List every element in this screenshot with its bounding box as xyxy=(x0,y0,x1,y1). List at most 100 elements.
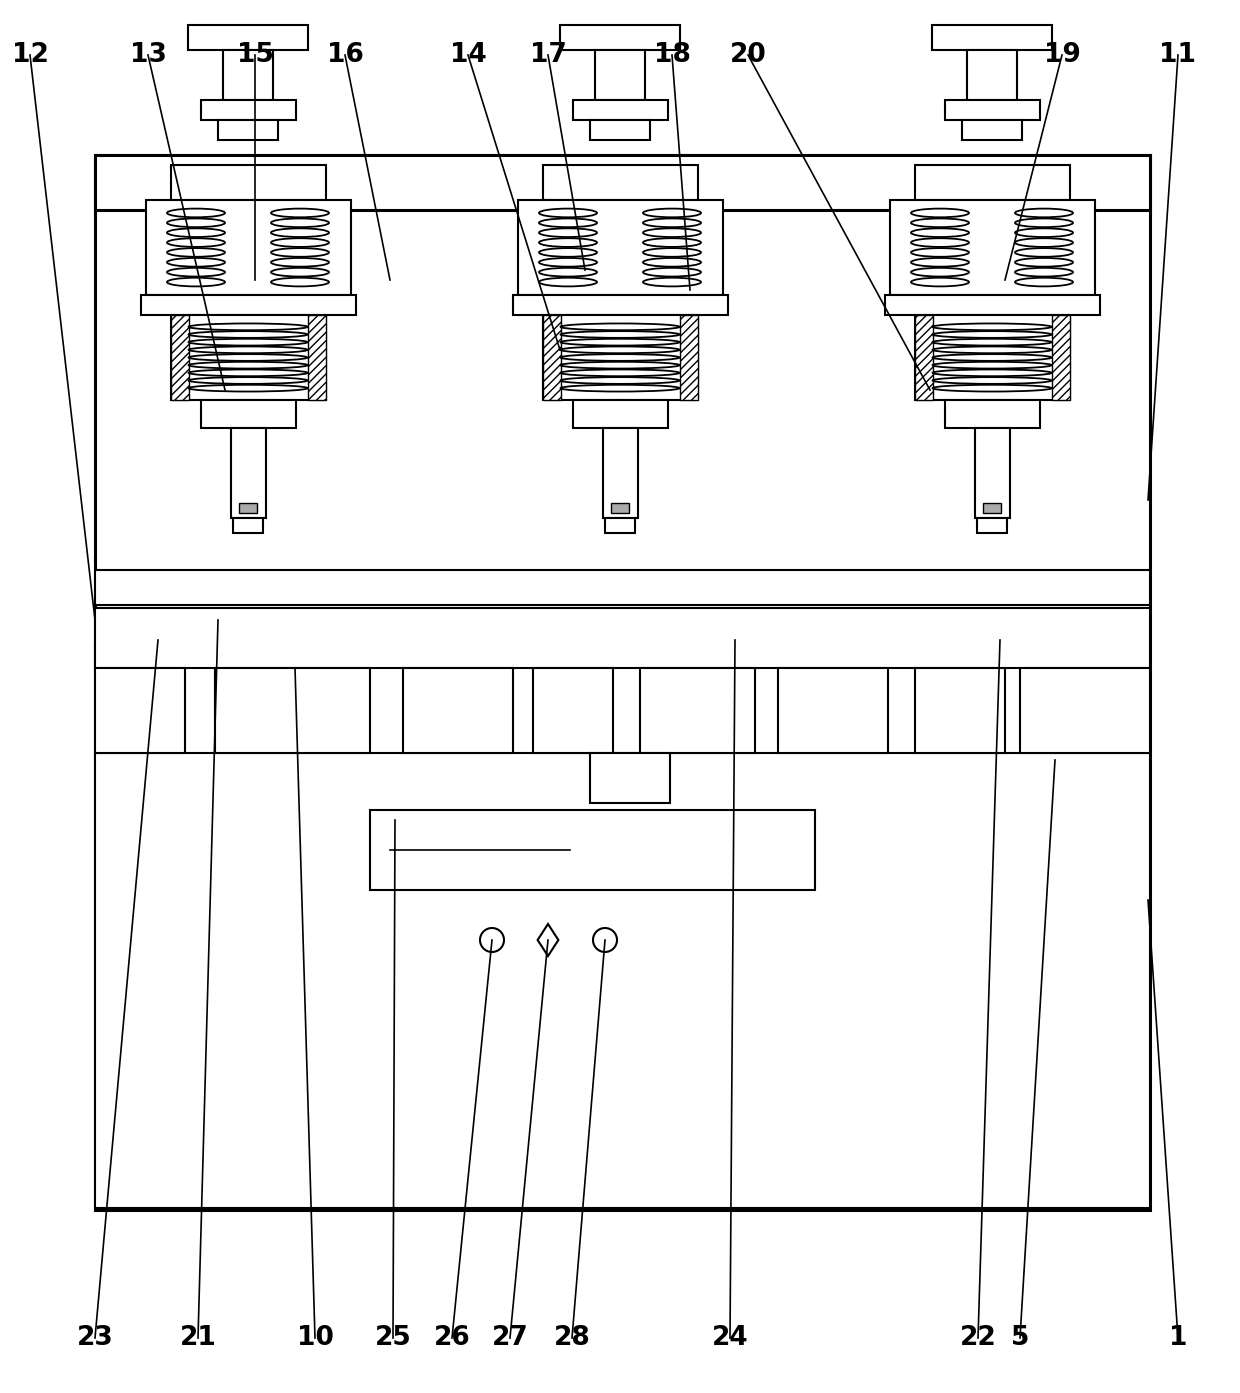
Bar xyxy=(233,518,263,534)
Bar xyxy=(1052,315,1069,400)
Ellipse shape xyxy=(1016,258,1073,266)
Ellipse shape xyxy=(1016,238,1073,247)
Bar xyxy=(915,164,1069,201)
Bar xyxy=(573,400,667,428)
Ellipse shape xyxy=(272,267,329,277)
Text: 20: 20 xyxy=(729,42,766,68)
Ellipse shape xyxy=(911,228,968,237)
Bar xyxy=(680,315,697,400)
Bar xyxy=(370,809,815,890)
Ellipse shape xyxy=(188,323,308,330)
Text: 19: 19 xyxy=(1044,42,1080,68)
Ellipse shape xyxy=(167,228,224,237)
Ellipse shape xyxy=(539,277,596,287)
Bar xyxy=(889,201,1095,295)
Bar xyxy=(308,315,325,400)
Bar xyxy=(962,120,1022,141)
Bar xyxy=(231,428,265,518)
Text: 15: 15 xyxy=(237,42,274,68)
Ellipse shape xyxy=(932,338,1052,345)
Bar xyxy=(95,155,1149,210)
Ellipse shape xyxy=(188,384,308,391)
Ellipse shape xyxy=(644,219,701,227)
Bar xyxy=(983,503,1001,513)
Text: 5: 5 xyxy=(1011,1325,1029,1351)
Text: 10: 10 xyxy=(296,1325,334,1351)
Bar xyxy=(201,100,295,120)
Ellipse shape xyxy=(560,332,680,338)
Ellipse shape xyxy=(272,209,329,217)
Bar xyxy=(915,669,1004,754)
Text: 21: 21 xyxy=(180,1325,217,1351)
Bar xyxy=(915,315,932,400)
Bar xyxy=(95,607,1149,669)
Ellipse shape xyxy=(539,267,596,277)
Ellipse shape xyxy=(188,347,308,354)
Bar xyxy=(967,50,1017,100)
Ellipse shape xyxy=(644,277,701,287)
Ellipse shape xyxy=(911,267,968,277)
Ellipse shape xyxy=(1016,277,1073,287)
Ellipse shape xyxy=(272,228,329,237)
Ellipse shape xyxy=(167,209,224,217)
Ellipse shape xyxy=(1016,209,1073,217)
Bar xyxy=(1021,669,1149,754)
Ellipse shape xyxy=(644,258,701,266)
Ellipse shape xyxy=(560,362,680,369)
Text: 17: 17 xyxy=(529,42,567,68)
Ellipse shape xyxy=(560,338,680,345)
Ellipse shape xyxy=(539,219,596,227)
Text: 1: 1 xyxy=(1169,1325,1187,1351)
Ellipse shape xyxy=(932,378,1052,384)
Ellipse shape xyxy=(167,248,224,256)
Bar xyxy=(640,669,755,754)
Bar xyxy=(171,315,188,400)
Bar xyxy=(977,518,1007,534)
Ellipse shape xyxy=(911,248,968,256)
Bar xyxy=(171,164,325,201)
Ellipse shape xyxy=(272,219,329,227)
Text: 24: 24 xyxy=(712,1325,748,1351)
Ellipse shape xyxy=(167,238,224,247)
Bar xyxy=(915,315,1069,400)
Bar xyxy=(215,669,370,754)
Bar xyxy=(95,570,1149,605)
Bar xyxy=(239,503,257,513)
Ellipse shape xyxy=(188,378,308,384)
Bar xyxy=(145,201,351,295)
Ellipse shape xyxy=(272,238,329,247)
Ellipse shape xyxy=(188,369,308,376)
Ellipse shape xyxy=(932,362,1052,369)
Bar xyxy=(218,120,278,141)
Bar xyxy=(171,315,325,400)
Bar xyxy=(560,25,680,50)
Ellipse shape xyxy=(932,384,1052,391)
Bar xyxy=(975,428,1009,518)
Bar xyxy=(595,50,645,100)
Ellipse shape xyxy=(188,362,308,369)
Ellipse shape xyxy=(560,384,680,391)
Bar xyxy=(533,669,613,754)
Ellipse shape xyxy=(911,238,968,247)
Bar xyxy=(95,754,1149,1208)
Ellipse shape xyxy=(539,228,596,237)
Ellipse shape xyxy=(188,332,308,338)
Text: 22: 22 xyxy=(960,1325,997,1351)
Ellipse shape xyxy=(560,347,680,354)
Ellipse shape xyxy=(932,332,1052,338)
Ellipse shape xyxy=(932,323,1052,330)
Bar xyxy=(945,100,1039,120)
Ellipse shape xyxy=(560,378,680,384)
Bar xyxy=(223,50,273,100)
Ellipse shape xyxy=(911,219,968,227)
Bar xyxy=(590,754,670,802)
Ellipse shape xyxy=(911,209,968,217)
Text: 25: 25 xyxy=(374,1325,412,1351)
Bar xyxy=(945,400,1039,428)
Ellipse shape xyxy=(644,238,701,247)
Bar xyxy=(777,669,888,754)
Ellipse shape xyxy=(932,347,1052,354)
Ellipse shape xyxy=(1016,219,1073,227)
Ellipse shape xyxy=(167,277,224,287)
Ellipse shape xyxy=(932,354,1052,361)
